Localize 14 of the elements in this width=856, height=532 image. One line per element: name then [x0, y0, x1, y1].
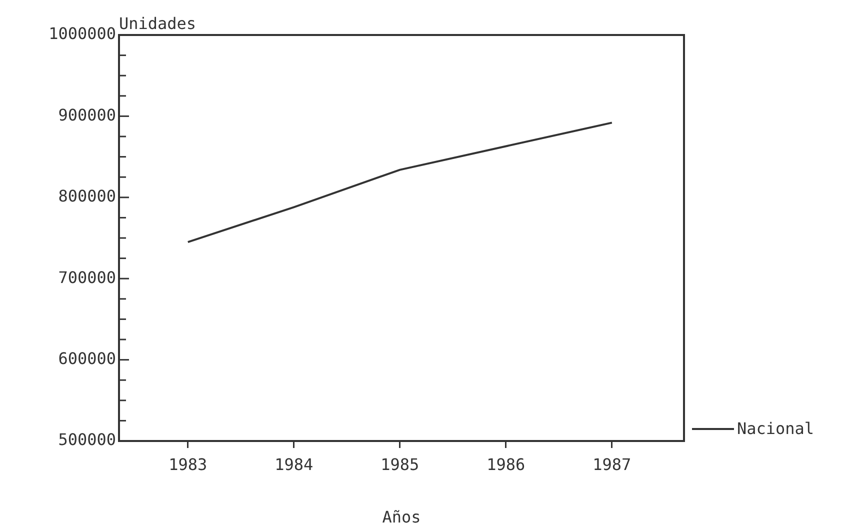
y-tick-label: 1000000: [48, 24, 116, 44]
y-tick-label: 700000: [58, 268, 116, 287]
x-tick-label: 1983: [168, 454, 208, 474]
y-tick-label: 600000: [58, 348, 116, 368]
legend-label: Nacional: [737, 419, 814, 438]
x-tick-label: 1984: [274, 454, 314, 474]
y-tick-label: 500000: [58, 430, 116, 450]
y-axis-title: Unidades: [119, 14, 196, 34]
y-tick-label: 800000: [58, 186, 116, 206]
x-axis-title: Años: [382, 508, 421, 527]
x-tick-label: 1987: [592, 454, 632, 474]
y-tick-label: 900000: [58, 105, 116, 124]
x-tick-label: 1986: [486, 454, 526, 474]
x-tick-label: 1985: [380, 454, 420, 474]
